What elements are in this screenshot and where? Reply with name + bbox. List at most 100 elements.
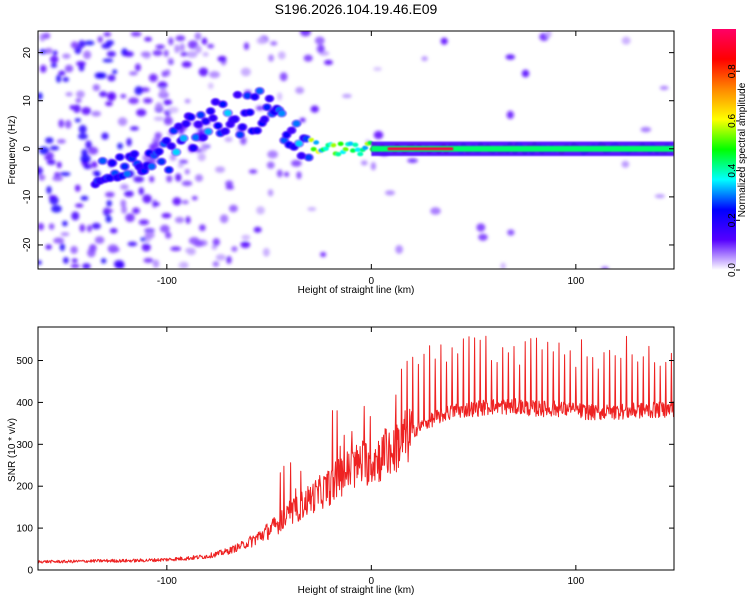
noise-blob [42,32,51,40]
noise-blob [91,222,101,230]
snr-frame [37,326,675,571]
colorbar-tick-label: 0.0 [727,263,738,277]
noise-blob [107,91,117,101]
noise-blob [114,262,125,269]
spectrogram-y-label: Frequency (Hz) [7,116,18,185]
ridge-blob [214,122,222,129]
noise-blob [38,174,46,181]
noise-blob [172,197,182,206]
ridge-blob [246,109,254,116]
noise-blob [120,94,127,99]
noise-blob [105,39,115,46]
noise-blob [175,35,186,42]
noise-blob [225,180,234,187]
ridge-blob [251,93,259,100]
noise-blob [296,171,302,180]
noise-blob [360,160,368,166]
colorbar-tick-label: 0.8 [727,64,738,78]
ridge-blob [175,123,183,130]
spectrogram-x-tick-label: -100 [157,276,177,287]
noise-blob [77,133,88,140]
noise-blob [38,92,43,100]
noise-blob [209,71,220,79]
noise-blob [120,183,129,190]
noise-blob [181,180,193,187]
noise-blob [342,93,352,99]
snr-x-axis: -100 0 100 [157,327,585,587]
spectrogram-y-tick-label: 20 [22,47,33,59]
noise-blob [142,194,152,204]
ridge-blob [310,146,317,152]
ridge-blob [224,110,232,117]
noise-blob [83,50,92,60]
ridge-blob [212,98,220,105]
noise-blob [83,164,91,170]
noise-blob [225,185,235,190]
noise-blob [143,257,154,263]
noise-blob [195,45,202,54]
ridge-blob [172,149,180,156]
noise-blob [476,223,486,232]
noise-blob [38,222,45,231]
ridge-blob [207,108,215,115]
ridge-blob [209,115,217,122]
noise-blob [440,37,448,45]
noise-blob [70,263,80,269]
noise-blob [212,238,220,247]
noise-blob [478,233,488,241]
spectrogram-ridge [90,86,674,189]
noise-blob [318,44,324,53]
noise-blob [155,102,163,111]
noise-blob [506,110,514,120]
noise-blob [117,117,128,126]
noise-blob [51,204,62,213]
noise-blob [64,64,74,73]
ridge-blob [278,110,286,117]
noise-blob [153,116,164,121]
noise-blob [128,97,139,105]
noise-blob [199,224,206,232]
ridge-blob [192,134,200,141]
noise-blob [149,175,155,183]
ridge-blob [308,137,315,143]
noise-blob [307,207,317,212]
noise-blob [243,42,250,50]
ridge-blob [295,140,303,147]
ridge-blob [162,137,170,144]
snr-panel: -100 0 100 0 100 200 300 400 500 Height of stra… [7,326,675,596]
noise-blob [129,126,139,131]
noise-blob [109,227,118,234]
spectrogram-y-axis: -20 -10 0 10 20 [22,47,674,252]
snr-y-tick-label: 100 [16,524,33,535]
noise-blob [48,195,57,200]
noise-blob [59,243,65,252]
noise-blob [106,200,113,207]
spectrogram-x-label: Height of straight line (km) [298,285,415,296]
ridge-blob [337,141,344,147]
ridge-blob [236,131,244,138]
noise-blob [58,70,66,76]
noise-blob [163,49,169,57]
noise-blob [201,37,208,45]
noise-blob [384,190,396,196]
noise-blob [73,104,81,113]
colorbar-tick-label: 0.4 [727,163,738,177]
noise-blob [521,69,530,78]
noise-blob [80,154,91,164]
noise-blob [65,92,73,97]
noise-blob [49,55,59,64]
snr-x-tick-label: -100 [157,576,177,587]
noise-blob [141,243,151,252]
ridge-blob [231,116,239,123]
ridge-blob [322,146,329,151]
noise-blob [166,175,173,183]
noise-blob [62,256,69,264]
noise-blob [151,141,160,150]
noise-blob [50,63,58,68]
noise-blob [279,72,288,82]
noise-blob [45,244,52,250]
snr-x-tick-label: 0 [369,576,375,587]
ridge-blob [106,175,114,182]
noise-blob [74,118,81,123]
noise-blob [600,266,609,269]
